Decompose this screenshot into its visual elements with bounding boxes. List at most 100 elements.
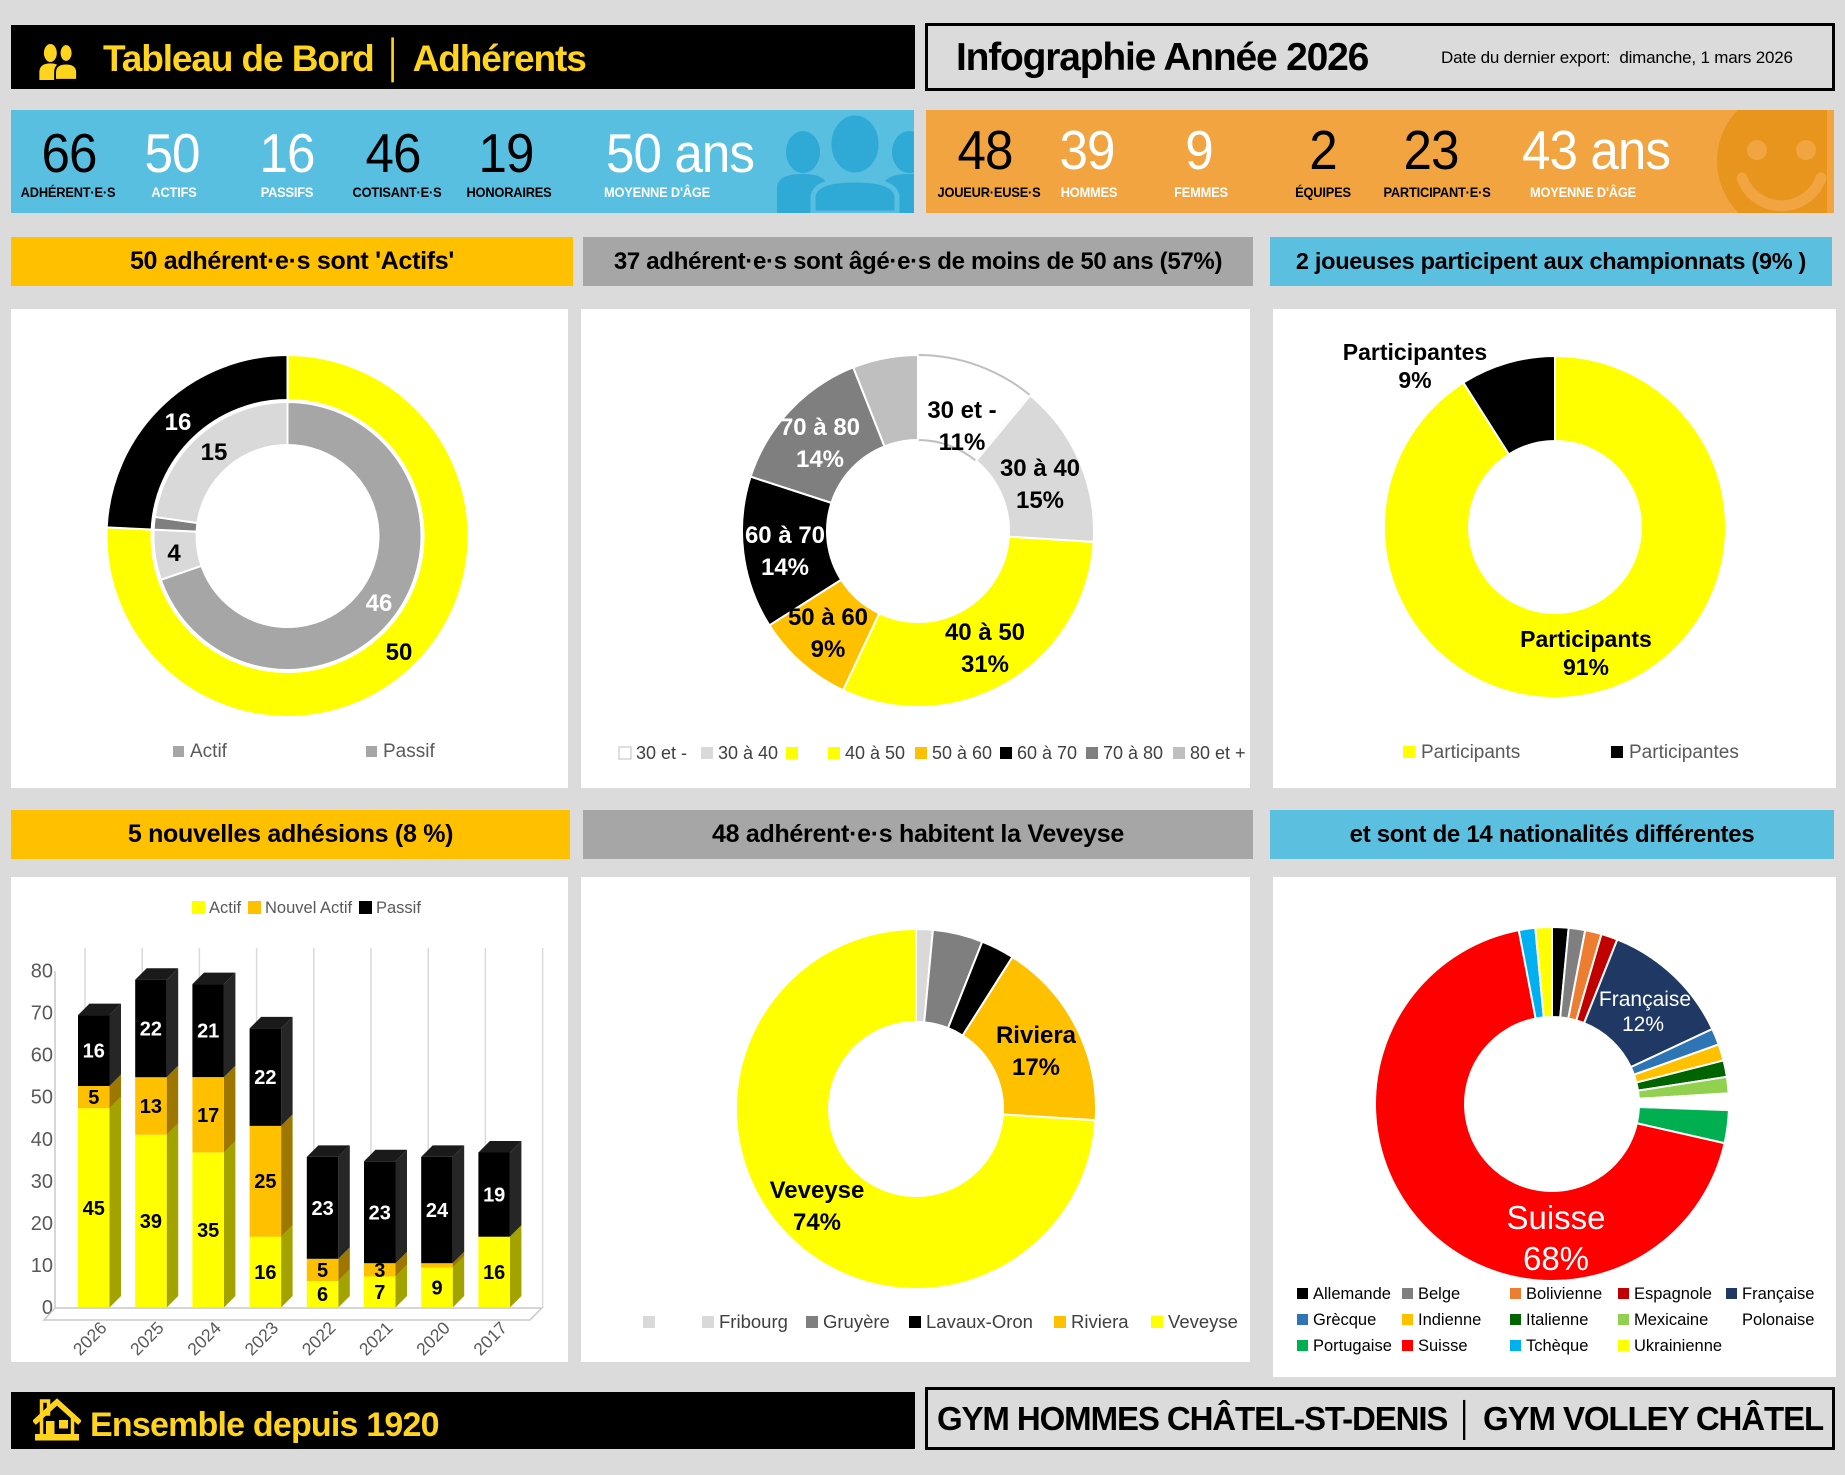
svg-text:16: 16 <box>165 409 192 436</box>
svg-text:30 à 40: 30 à 40 <box>718 743 778 763</box>
svg-text:15%: 15% <box>1016 487 1064 514</box>
svg-text:40 à 50: 40 à 50 <box>845 743 905 763</box>
svg-text:Grècque: Grècque <box>1313 1311 1376 1329</box>
svg-text:9%: 9% <box>811 636 846 663</box>
svg-text:5: 5 <box>88 1087 99 1109</box>
svg-text:Participantes: Participantes <box>1343 339 1487 365</box>
svg-text:Française: Française <box>1742 1285 1814 1303</box>
svg-text:2024: 2024 <box>183 1318 225 1360</box>
svg-text:Mexicaine: Mexicaine <box>1634 1311 1708 1329</box>
svg-text:11%: 11% <box>939 429 986 456</box>
svg-text:Fribourg: Fribourg <box>719 1311 788 1332</box>
svg-text:46: 46 <box>366 590 393 617</box>
svg-text:70 à 80: 70 à 80 <box>780 414 860 441</box>
svg-text:22: 22 <box>254 1067 276 1089</box>
svg-text:50: 50 <box>31 1087 53 1109</box>
svg-text:60 à 70: 60 à 70 <box>1017 743 1077 763</box>
svg-text:Veveyse: Veveyse <box>1168 1311 1238 1332</box>
svg-text:Suisse: Suisse <box>1418 1337 1468 1355</box>
svg-text:6: 6 <box>317 1284 328 1306</box>
svg-text:70: 70 <box>31 1003 53 1025</box>
svg-text:Tchèque: Tchèque <box>1526 1337 1588 1355</box>
svg-text:80: 80 <box>31 961 53 983</box>
svg-text:Ukrainienne: Ukrainienne <box>1634 1337 1722 1355</box>
svg-text:40: 40 <box>31 1129 53 1151</box>
svg-text:Bolivienne: Bolivienne <box>1526 1285 1602 1303</box>
svg-text:Participantes: Participantes <box>1629 742 1739 763</box>
svg-text:45: 45 <box>83 1198 105 1220</box>
svg-text:35: 35 <box>197 1220 219 1242</box>
svg-text:70 à 80: 70 à 80 <box>1103 743 1163 763</box>
svg-text:24: 24 <box>426 1200 449 1222</box>
svg-text:50 à 60: 50 à 60 <box>788 604 868 631</box>
svg-text:60: 60 <box>31 1045 53 1067</box>
svg-text:60 à 70: 60 à 70 <box>745 522 825 549</box>
svg-text:25: 25 <box>254 1171 276 1193</box>
svg-text:17%: 17% <box>1012 1054 1060 1081</box>
svg-text:10: 10 <box>31 1255 53 1277</box>
svg-text:4: 4 <box>167 540 181 567</box>
svg-text:40 à 50: 40 à 50 <box>945 619 1025 646</box>
svg-text:0: 0 <box>42 1297 53 1319</box>
svg-text:3: 3 <box>374 1260 385 1282</box>
svg-text:80 et +: 80 et + <box>1190 743 1246 763</box>
svg-text:16: 16 <box>83 1041 105 1063</box>
svg-text:Italienne: Italienne <box>1526 1311 1588 1329</box>
svg-text:30: 30 <box>31 1171 53 1193</box>
svg-text:Suisse: Suisse <box>1506 1199 1605 1236</box>
svg-text:9: 9 <box>431 1278 442 1300</box>
svg-text:Actif: Actif <box>190 741 228 762</box>
svg-text:2023: 2023 <box>241 1318 283 1360</box>
svg-text:30 à 40: 30 à 40 <box>1000 455 1080 482</box>
svg-text:Participants: Participants <box>1520 626 1652 652</box>
svg-text:14%: 14% <box>761 554 809 581</box>
svg-text:30 et -: 30 et - <box>636 743 687 763</box>
svg-text:16: 16 <box>254 1262 276 1284</box>
svg-text:Veveyse: Veveyse <box>770 1177 865 1204</box>
svg-text:15: 15 <box>201 439 228 466</box>
svg-text:Riviera: Riviera <box>1071 1311 1129 1332</box>
svg-text:2022: 2022 <box>298 1318 340 1360</box>
svg-text:7: 7 <box>374 1282 385 1304</box>
svg-text:Actif: Actif <box>209 899 242 917</box>
svg-text:Gruyère: Gruyère <box>823 1311 890 1332</box>
svg-text:2021: 2021 <box>355 1318 397 1360</box>
svg-text:50 à 60: 50 à 60 <box>932 743 992 763</box>
svg-text:23: 23 <box>369 1202 391 1224</box>
svg-text:Passif: Passif <box>383 741 435 762</box>
svg-text:12%: 12% <box>1622 1013 1664 1036</box>
svg-text:9%: 9% <box>1398 367 1431 393</box>
svg-text:17: 17 <box>197 1105 219 1127</box>
svg-text:23: 23 <box>311 1198 333 1220</box>
svg-text:Passif: Passif <box>376 899 421 917</box>
svg-text:2025: 2025 <box>126 1318 168 1360</box>
svg-text:13: 13 <box>140 1096 162 1118</box>
svg-text:19: 19 <box>483 1185 505 1207</box>
svg-text:Indienne: Indienne <box>1418 1311 1481 1329</box>
svg-text:39: 39 <box>140 1211 162 1233</box>
svg-text:2017: 2017 <box>469 1318 511 1360</box>
svg-text:2026: 2026 <box>69 1318 111 1360</box>
svg-text:Nouvel Actif: Nouvel Actif <box>265 899 353 917</box>
svg-text:Lavaux-Oron: Lavaux-Oron <box>926 1311 1033 1332</box>
svg-text:Belge: Belge <box>1418 1285 1460 1303</box>
svg-text:Allemande: Allemande <box>1313 1285 1391 1303</box>
svg-text:50: 50 <box>386 639 413 666</box>
svg-text:20: 20 <box>31 1213 53 1235</box>
svg-text:2020: 2020 <box>412 1318 454 1360</box>
svg-text:74%: 74% <box>793 1209 841 1236</box>
svg-text:22: 22 <box>140 1018 162 1040</box>
svg-text:Participants: Participants <box>1421 742 1520 763</box>
svg-text:21: 21 <box>197 1021 219 1043</box>
svg-text:Espagnole: Espagnole <box>1634 1285 1712 1303</box>
svg-text:14%: 14% <box>796 446 844 473</box>
svg-text:Polonaise: Polonaise <box>1742 1311 1814 1329</box>
svg-text:Française: Française <box>1599 988 1691 1011</box>
svg-text:31%: 31% <box>961 651 1009 678</box>
svg-text:30 et -: 30 et - <box>927 397 996 424</box>
svg-text:Portugaise: Portugaise <box>1313 1337 1392 1355</box>
svg-text:Riviera: Riviera <box>996 1022 1077 1049</box>
svg-text:5: 5 <box>317 1260 328 1282</box>
svg-text:91%: 91% <box>1563 654 1609 680</box>
svg-text:16: 16 <box>483 1262 505 1284</box>
